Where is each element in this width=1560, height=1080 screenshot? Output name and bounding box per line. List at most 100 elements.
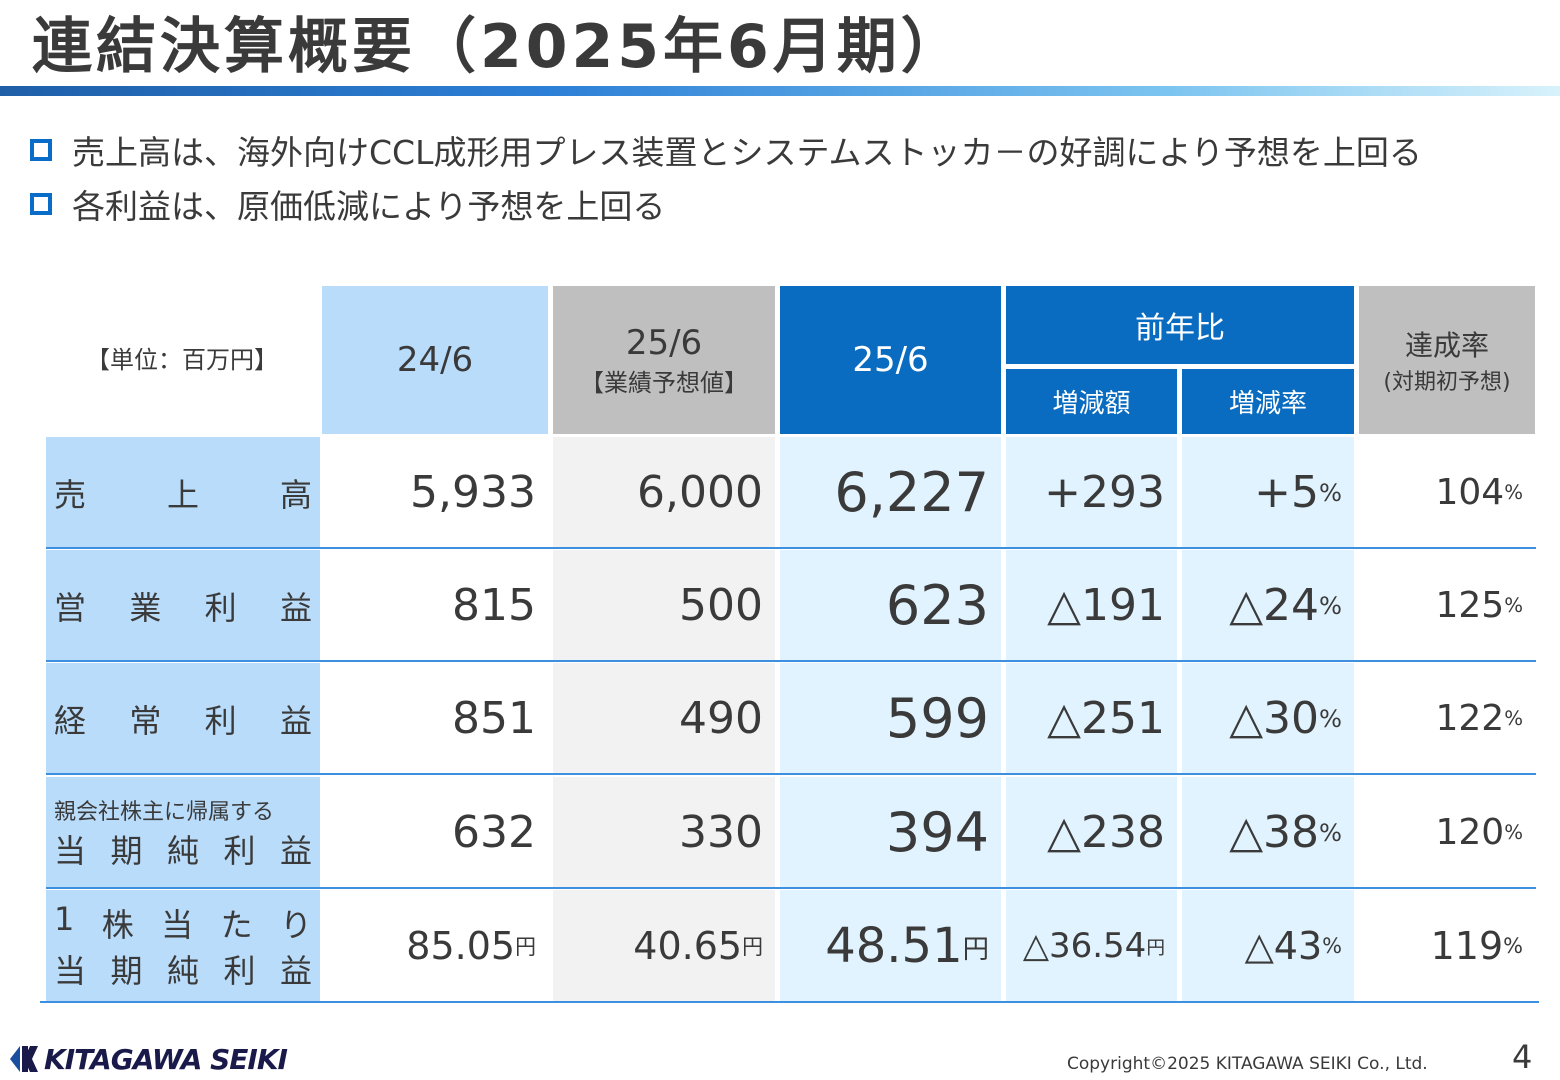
label-chars: 営業利益 — [54, 583, 312, 629]
header-forecast-sub: 【業績予想値】 — [580, 368, 748, 397]
header-diff: 増減額 — [1006, 369, 1177, 434]
row-divider — [46, 887, 1536, 889]
header-achievement-sub: (対期初予想) — [1383, 370, 1511, 395]
label-char: 株 — [101, 906, 134, 944]
cell-value: 104 — [1435, 472, 1505, 513]
label-char: り — [279, 906, 312, 944]
cell-unit: % — [1319, 704, 1342, 733]
cell-prev: 632 — [322, 777, 548, 888]
cell-unit: % — [1504, 594, 1523, 617]
cell-rate: △43% — [1182, 890, 1354, 1002]
label-char: 純 — [166, 831, 199, 870]
page-title: 連結決算概要（2025年6月期） — [32, 12, 965, 82]
header-forecast: 25/6 【業績予想値】 — [553, 286, 775, 434]
label-char: 利 — [223, 831, 256, 870]
cell-unit: % — [1504, 707, 1523, 730]
cell-value: △38 — [1229, 807, 1320, 858]
label-char: 当 — [54, 952, 87, 990]
label-char: 業 — [129, 588, 162, 627]
label-char: 利 — [204, 588, 237, 627]
logo-text: KITAGAWA SEIKI — [44, 1042, 288, 1076]
cell-value: 125 — [1435, 585, 1505, 626]
cell-value: +5 — [1254, 467, 1320, 518]
cell-unit: % — [1503, 934, 1523, 958]
cell-current: 623 — [780, 550, 1001, 661]
label-char: 益 — [279, 588, 312, 627]
cell-rate: △38% — [1182, 777, 1354, 888]
cell-forecast: 330 — [553, 777, 775, 888]
cell-value: 48.51 — [825, 918, 963, 974]
cell-value: 394 — [885, 801, 989, 864]
cell-forecast: 500 — [553, 550, 775, 661]
cell-diff: △238 — [1006, 777, 1177, 888]
square-bullet-icon — [30, 139, 52, 161]
cell-prev: 851 — [322, 663, 548, 774]
row-divider — [40, 1001, 1539, 1003]
row-label-top: 親会社株主に帰属する — [54, 799, 275, 825]
unit-label: 【単位：百万円】 — [86, 346, 278, 374]
label-chars: 当期純利益 — [54, 946, 312, 992]
label-char: 期 — [110, 952, 143, 990]
cell-value: △191 — [1047, 580, 1165, 631]
label-char: 益 — [279, 831, 312, 870]
header-forecast-label: 25/6 — [625, 322, 703, 363]
cell-value: 815 — [452, 580, 536, 631]
row-label: 売上高 — [46, 437, 320, 548]
cell-unit: % — [1319, 591, 1342, 620]
label-char: 期 — [110, 831, 143, 870]
cell-value: 490 — [679, 693, 763, 744]
label-chars: 当期純利益 — [54, 826, 312, 872]
bullet-text: 売上高は、海外向けCCL成形用プレス装置とシステムストッカ－の好調により予想を上… — [72, 133, 1422, 172]
cell-value: 119 — [1430, 924, 1504, 968]
row-label-stack: 親会社株主に帰属する当期純利益 — [54, 794, 312, 872]
logo-mark-icon — [10, 1046, 38, 1072]
row-label: 経常利益 — [46, 663, 320, 774]
cell-ach: 125% — [1359, 550, 1535, 661]
bullet-item: 売上高は、海外向けCCL成形用プレス装置とシステムストッカ－の好調により予想を上… — [30, 126, 1422, 174]
cell-unit: 円 — [962, 933, 989, 965]
cell-rate: +5% — [1182, 437, 1354, 548]
row-label: 営業利益 — [46, 550, 320, 661]
header-diff-label: 増減額 — [1052, 389, 1131, 419]
cell-unit: % — [1322, 934, 1342, 958]
label-char: 高 — [279, 475, 312, 514]
header-rate-label: 増減率 — [1228, 389, 1307, 419]
copyright: Copyright©2025 KITAGAWA SEIKI Co., Ltd. — [1067, 1054, 1428, 1074]
cell-value: 500 — [679, 580, 763, 631]
bullet-text: 各利益は、原価低減により予想を上回る — [72, 187, 666, 226]
cell-diff: △251 — [1006, 663, 1177, 774]
cell-unit: % — [1504, 821, 1523, 844]
cell-current: 6,227 — [780, 437, 1001, 548]
header-achievement: 達成率 (対期初予想) — [1359, 286, 1535, 434]
label-char: 益 — [279, 952, 312, 990]
cell-value: 5,933 — [410, 467, 536, 518]
page-number: 4 — [1512, 1038, 1533, 1076]
cell-diff: △191 — [1006, 550, 1177, 661]
cell-value: 851 — [452, 693, 536, 744]
cell-value: +293 — [1044, 467, 1165, 518]
cell-value: △238 — [1047, 807, 1165, 858]
square-bullet-icon — [30, 193, 52, 215]
cell-prev: 5,933 — [322, 437, 548, 548]
row-label: 親会社株主に帰属する当期純利益 — [46, 777, 320, 888]
cell-value: △30 — [1229, 693, 1320, 744]
cell-ach: 119% — [1359, 890, 1535, 1002]
label-char: 営 — [54, 588, 87, 627]
cell-unit: % — [1504, 481, 1523, 504]
label-chars: 売上高 — [54, 470, 312, 516]
cell-value: 599 — [885, 687, 989, 750]
header-prev-year: 24/6 — [322, 286, 548, 434]
cell-value: 6,227 — [834, 461, 989, 524]
cell-value: 330 — [679, 807, 763, 858]
label-char: 益 — [279, 701, 312, 740]
cell-value: 623 — [885, 574, 989, 637]
cell-value: 122 — [1435, 698, 1505, 739]
label-char: 純 — [166, 952, 199, 990]
header-rate: 増減率 — [1182, 369, 1354, 434]
label-char: 利 — [223, 952, 256, 990]
row-divider — [46, 773, 1536, 775]
cell-current: 48.51 円 — [780, 890, 1001, 1002]
label-char: 利 — [204, 701, 237, 740]
